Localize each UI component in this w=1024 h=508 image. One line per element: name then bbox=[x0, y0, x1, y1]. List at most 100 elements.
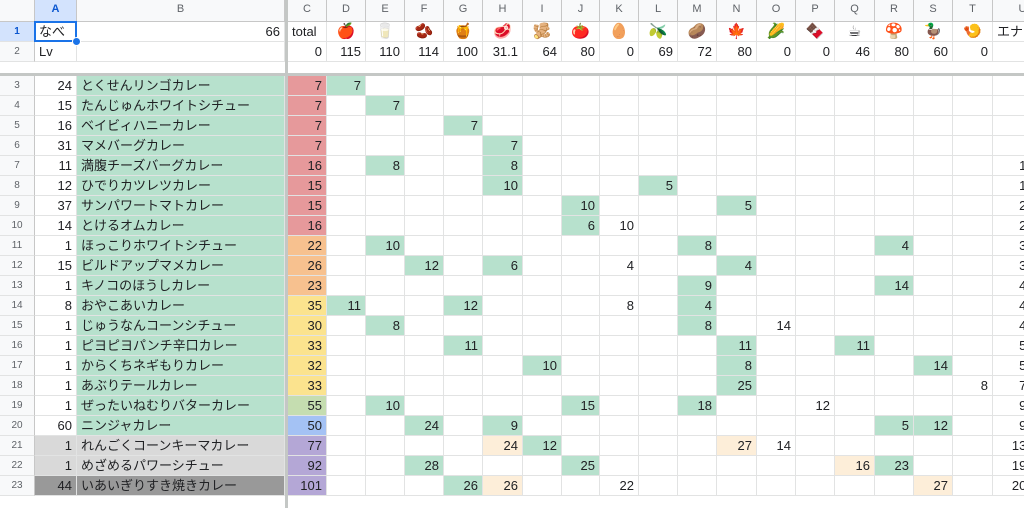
ingredient-amount-r[interactable] bbox=[875, 156, 914, 176]
ingredient-amount-s[interactable] bbox=[914, 176, 953, 196]
ingredient-amount-j[interactable] bbox=[562, 316, 600, 336]
ingredient-level-f[interactable]: 114 bbox=[405, 42, 444, 62]
ingredient-amount-q[interactable] bbox=[835, 436, 875, 456]
ingredient-level-l[interactable]: 69 bbox=[639, 42, 678, 62]
recipe-level[interactable]: 44 bbox=[35, 476, 77, 496]
ingredient-amount-q[interactable] bbox=[835, 216, 875, 236]
ingredient-amount-g[interactable] bbox=[444, 316, 483, 336]
recipe-total[interactable]: 92 bbox=[288, 456, 327, 476]
row-number[interactable]: 8 bbox=[0, 176, 35, 196]
ingredient-amount-t[interactable] bbox=[953, 96, 993, 116]
ingredient-amount-t[interactable] bbox=[953, 456, 993, 476]
ingredient-amount-i[interactable]: 12 bbox=[523, 436, 562, 456]
recipe-name[interactable]: サンパワートマトカレー bbox=[77, 196, 285, 216]
ingredient-amount-f[interactable] bbox=[405, 116, 444, 136]
ingredient-amount-g[interactable] bbox=[444, 256, 483, 276]
ingredient-amount-e[interactable] bbox=[366, 256, 405, 276]
recipe-name[interactable]: めざめるパワーシチュー bbox=[77, 456, 285, 476]
ingredient-amount-d[interactable] bbox=[327, 396, 366, 416]
ingredient-amount-f[interactable]: 24 bbox=[405, 416, 444, 436]
ingredient-amount-j[interactable] bbox=[562, 256, 600, 276]
ingredient-amount-k[interactable] bbox=[600, 396, 639, 416]
row-number[interactable]: 7 bbox=[0, 156, 35, 176]
recipe-level[interactable]: 1 bbox=[35, 276, 77, 296]
ingredient-amount-o[interactable] bbox=[757, 456, 796, 476]
ingredient-amount-j[interactable] bbox=[562, 116, 600, 136]
ingredient-amount-f[interactable]: 12 bbox=[405, 256, 444, 276]
ingredient-amount-j[interactable] bbox=[562, 416, 600, 436]
ingredient-amount-o[interactable]: 14 bbox=[757, 316, 796, 336]
ingredient-amount-s[interactable]: 27 bbox=[914, 476, 953, 496]
ingredient-amount-s[interactable] bbox=[914, 96, 953, 116]
ingredient-amount-d[interactable] bbox=[327, 336, 366, 356]
column-header-t[interactable]: T bbox=[953, 0, 993, 22]
ingredient-icon-d[interactable]: 🍎 bbox=[327, 22, 366, 42]
row-number[interactable]: 13 bbox=[0, 276, 35, 296]
column-header-i[interactable]: I bbox=[523, 0, 562, 22]
recipe-level[interactable]: 1 bbox=[35, 316, 77, 336]
ingredient-amount-d[interactable] bbox=[327, 376, 366, 396]
ingredient-amount-p[interactable] bbox=[796, 116, 835, 136]
ingredient-amount-f[interactable] bbox=[405, 276, 444, 296]
ingredient-amount-h[interactable] bbox=[483, 316, 523, 336]
ingredient-amount-l[interactable] bbox=[639, 336, 678, 356]
ingredient-amount-m[interactable]: 8 bbox=[678, 236, 717, 256]
ingredient-amount-i[interactable] bbox=[523, 336, 562, 356]
row-number[interactable]: 21 bbox=[0, 436, 35, 456]
ingredient-amount-o[interactable] bbox=[757, 156, 796, 176]
ingredient-amount-g[interactable] bbox=[444, 96, 483, 116]
ingredient-amount-g[interactable] bbox=[444, 456, 483, 476]
ingredient-amount-r[interactable] bbox=[875, 136, 914, 156]
ingredient-amount-r[interactable] bbox=[875, 176, 914, 196]
ingredient-amount-d[interactable] bbox=[327, 96, 366, 116]
recipe-total[interactable]: 77 bbox=[288, 436, 327, 456]
ingredient-amount-n[interactable] bbox=[717, 116, 757, 136]
recipe-level[interactable]: 31 bbox=[35, 136, 77, 156]
ingredient-amount-p[interactable] bbox=[796, 256, 835, 276]
ingredient-amount-q[interactable] bbox=[835, 96, 875, 116]
ingredient-amount-g[interactable] bbox=[444, 356, 483, 376]
ingredient-icon-k[interactable]: 🥚 bbox=[600, 22, 639, 42]
recipe-name[interactable]: からくちネギもりカレー bbox=[77, 356, 285, 376]
ingredient-amount-m[interactable] bbox=[678, 416, 717, 436]
ingredient-amount-l[interactable] bbox=[639, 456, 678, 476]
ingredient-amount-k[interactable]: 4 bbox=[600, 256, 639, 276]
ingredient-amount-d[interactable] bbox=[327, 236, 366, 256]
column-header-h[interactable]: H bbox=[483, 0, 523, 22]
recipe-total[interactable]: 32 bbox=[288, 356, 327, 376]
ingredient-amount-q[interactable] bbox=[835, 116, 875, 136]
ingredient-amount-h[interactable]: 24 bbox=[483, 436, 523, 456]
ingredient-level-n[interactable]: 80 bbox=[717, 42, 757, 62]
column-header-n[interactable]: N bbox=[717, 0, 757, 22]
recipe-level[interactable]: 8 bbox=[35, 296, 77, 316]
column-header-a[interactable]: A bbox=[35, 0, 77, 22]
ingredient-amount-q[interactable] bbox=[835, 176, 875, 196]
recipe-level[interactable]: 1 bbox=[35, 336, 77, 356]
ingredient-amount-i[interactable] bbox=[523, 396, 562, 416]
ingredient-amount-k[interactable] bbox=[600, 356, 639, 376]
ingredient-amount-p[interactable] bbox=[796, 456, 835, 476]
ingredient-amount-f[interactable] bbox=[405, 136, 444, 156]
recipe-energy[interactable]: 4162 bbox=[993, 276, 1024, 296]
recipe-energy[interactable]: 1910 bbox=[993, 156, 1024, 176]
ingredient-amount-s[interactable] bbox=[914, 316, 953, 336]
ingredient-amount-d[interactable]: 11 bbox=[327, 296, 366, 316]
cell-u1-energy-label[interactable]: エナジー bbox=[993, 22, 1024, 42]
row-number[interactable]: 2 bbox=[0, 42, 35, 62]
ingredient-amount-k[interactable] bbox=[600, 176, 639, 196]
ingredient-amount-h[interactable]: 26 bbox=[483, 476, 523, 496]
recipe-energy[interactable]: 13690 bbox=[993, 436, 1024, 456]
ingredient-amount-e[interactable]: 7 bbox=[366, 96, 405, 116]
ingredient-amount-e[interactable] bbox=[366, 356, 405, 376]
recipe-level[interactable]: 60 bbox=[35, 416, 77, 436]
column-header-k[interactable]: K bbox=[600, 0, 639, 22]
recipe-level[interactable]: 1 bbox=[35, 356, 77, 376]
ingredient-amount-s[interactable] bbox=[914, 216, 953, 236]
row-number[interactable]: 15 bbox=[0, 316, 35, 336]
ingredient-amount-s[interactable] bbox=[914, 336, 953, 356]
ingredient-amount-r[interactable] bbox=[875, 256, 914, 276]
ingredient-amount-p[interactable] bbox=[796, 156, 835, 176]
ingredient-icon-n[interactable]: 🍁 bbox=[717, 22, 757, 42]
ingredient-icon-s[interactable]: 🦆 bbox=[914, 22, 953, 42]
